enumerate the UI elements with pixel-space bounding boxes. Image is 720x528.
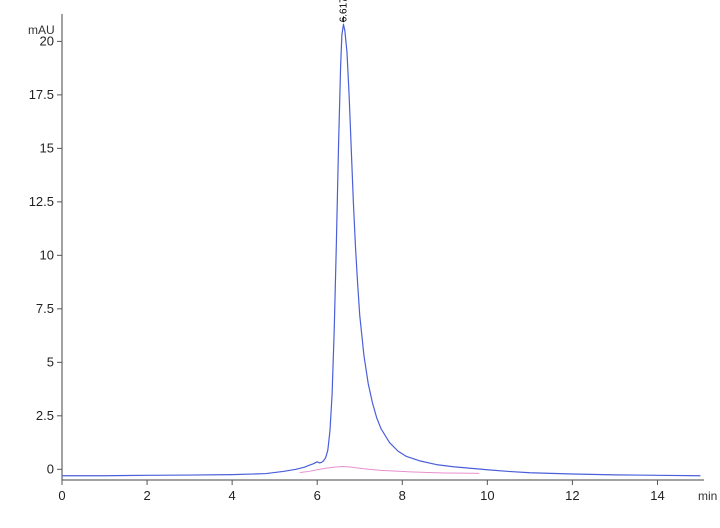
svg-text:8: 8 — [399, 488, 406, 503]
peak-label: 6.617 — [338, 0, 349, 22]
svg-text:12: 12 — [565, 488, 579, 503]
svg-text:14: 14 — [650, 488, 664, 503]
svg-text:4: 4 — [229, 488, 236, 503]
svg-text:5: 5 — [47, 354, 54, 369]
svg-text:2.5: 2.5 — [36, 408, 54, 423]
svg-text:10: 10 — [480, 488, 494, 503]
y-axis-label: mAU — [28, 23, 55, 37]
svg-text:7.5: 7.5 — [36, 301, 54, 316]
chart-svg: 02.557.51012.51517.52002468101214mAUmin6… — [0, 0, 720, 528]
svg-text:12.5: 12.5 — [29, 194, 54, 209]
svg-text:10: 10 — [40, 247, 54, 262]
svg-text:2: 2 — [143, 488, 150, 503]
x-axis-label: min — [698, 489, 717, 503]
chromatogram-chart: 02.557.51012.51517.52002468101214mAUmin6… — [0, 0, 720, 528]
svg-text:17.5: 17.5 — [29, 87, 54, 102]
svg-text:0: 0 — [47, 461, 54, 476]
svg-text:0: 0 — [58, 488, 65, 503]
svg-text:15: 15 — [40, 140, 54, 155]
svg-text:6: 6 — [314, 488, 321, 503]
